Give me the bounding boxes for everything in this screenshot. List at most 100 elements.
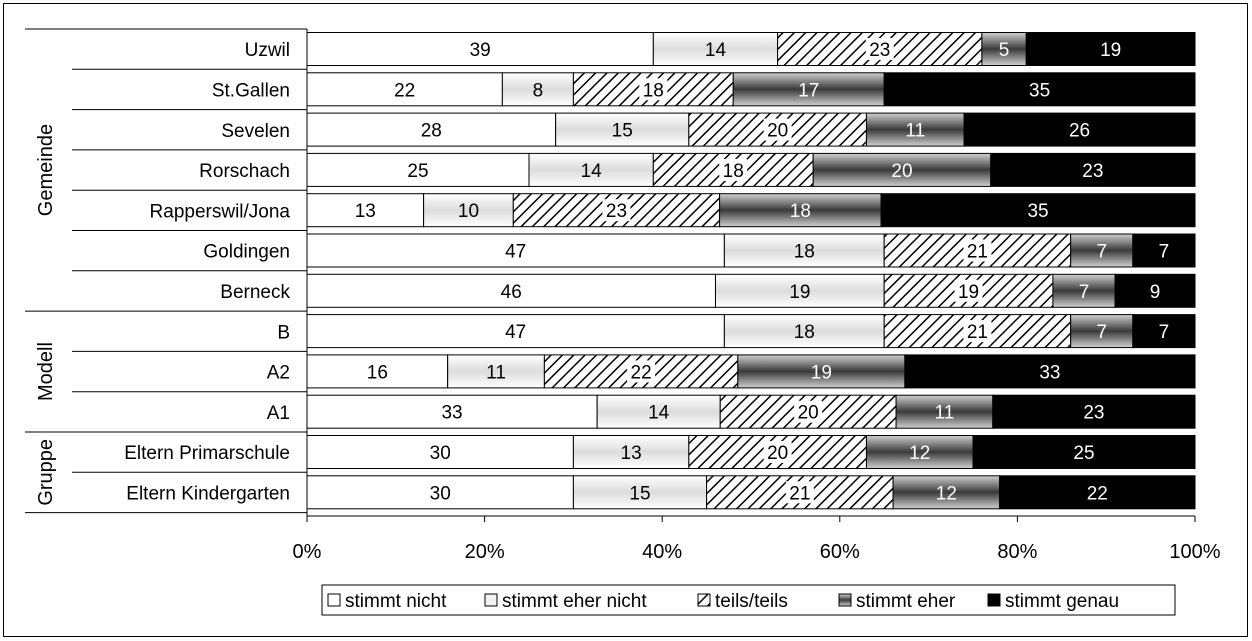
bar-berneck-stimmt-eher-nicht: [714, 273, 885, 308]
bar-rorschach-stimmt-eher: [812, 152, 992, 187]
bar-rapperswil-jona-stimmt-eher: [719, 193, 882, 228]
group-label-gruppe: Gruppe: [35, 439, 57, 506]
bar-uzwil-stimmt-genau: [1025, 32, 1196, 66]
data-label-st-gallen-stimmt-eher-nicht: 8: [533, 80, 544, 101]
data-label-uzwil-stimmt-eher: 5: [999, 40, 1010, 61]
data-label-bg: [627, 360, 656, 383]
data-label-rapperswil-jona-stimmt-eher: 18: [790, 201, 811, 222]
legend-label-stimmt-nicht: stimmt nicht: [345, 591, 447, 612]
data-label-eltern-primarschule-stimmt-eher: 12: [909, 443, 930, 464]
data-label-bg: [963, 239, 992, 262]
data-label-berneck-stimmt-eher: 7: [1079, 282, 1090, 303]
bar-a1-stimmt-genau: [992, 394, 1196, 429]
bar-rorschach-stimmt-eher-nicht: [528, 152, 654, 187]
data-label-st-gallen-stimmt-nicht: 22: [394, 80, 415, 101]
data-label-sevelen-stimmt-nicht: 28: [421, 121, 442, 142]
data-label-rapperswil-jona-stimmt-genau: 35: [1027, 201, 1048, 222]
bar-berneck-stimmt-genau: [1114, 273, 1196, 308]
data-label-goldingen-stimmt-eher: 7: [1096, 242, 1107, 263]
bar-st-gallen-stimmt-genau: [883, 72, 1196, 107]
category-label-a2: A2: [267, 363, 290, 384]
data-label-a1-stimmt-genau: 23: [1083, 403, 1104, 424]
legend-label-teils-teils: teils/teils: [715, 591, 788, 612]
data-label-st-gallen-stimmt-eher: 17: [798, 80, 819, 101]
data-label-a1-teils-teils: 20: [798, 403, 819, 424]
group-label-gemeinde: Gemeinde: [35, 124, 57, 216]
data-label-uzwil-stimmt-eher-nicht: 14: [705, 40, 727, 61]
bar-eltern-kindergarten-stimmt-eher-nicht: [572, 475, 708, 510]
data-label-eltern-primarschule-teils-teils: 20: [767, 443, 788, 464]
category-label-a1: A1: [267, 403, 290, 424]
data-label-bg: [785, 481, 814, 504]
bar-sevelen-stimmt-eher: [865, 112, 965, 147]
bar-b-stimmt-eher-nicht: [723, 314, 885, 349]
data-label-a2-stimmt-eher: 19: [811, 362, 832, 383]
legend-swatch-stimmt-genau: [987, 593, 1001, 607]
x-tick-label-20: 20%: [465, 541, 505, 563]
bar-eltern-primarschule-stimmt-nicht: [306, 435, 574, 469]
data-label-bg: [719, 158, 748, 181]
data-label-sevelen-teils-teils: 20: [767, 121, 788, 142]
data-label-bg: [865, 38, 894, 60]
bar-goldingen-stimmt-genau: [1132, 233, 1196, 268]
data-label-bg: [963, 320, 992, 343]
category-label-eltern-kindergarten: Eltern Kindergarten: [126, 483, 290, 504]
bar-eltern-primarschule-stimmt-eher: [865, 435, 974, 469]
data-label-eltern-kindergarten-stimmt-nicht: 30: [430, 483, 451, 504]
data-label-st-gallen-stimmt-genau: 35: [1029, 80, 1050, 101]
bar-uzwil-stimmt-eher-nicht: [652, 32, 779, 66]
x-tick-label-40: 40%: [642, 541, 682, 563]
category-label-uzwil: Uzwil: [245, 40, 290, 61]
data-label-sevelen-stimmt-genau: 26: [1069, 121, 1090, 142]
data-label-rorschach-stimmt-nicht: 25: [407, 161, 428, 182]
data-label-eltern-kindergarten-stimmt-genau: 22: [1087, 483, 1108, 504]
bar-b-stimmt-eher: [1070, 314, 1134, 349]
bar-a1-stimmt-eher: [895, 394, 994, 429]
data-label-rorschach-stimmt-genau: 23: [1082, 161, 1103, 182]
legend-label-stimmt-eher: stimmt eher: [856, 591, 956, 612]
data-label-rorschach-stimmt-eher-nicht: 14: [581, 161, 603, 182]
data-label-eltern-primarschule-stimmt-genau: 25: [1073, 443, 1094, 464]
chart-frame: [3, 3, 1248, 637]
category-label-berneck: Berneck: [220, 282, 290, 303]
data-label-goldingen-teils-teils: 21: [967, 242, 988, 263]
bar-eltern-primarschule-stimmt-eher-nicht: [572, 435, 690, 469]
data-label-bg: [763, 118, 792, 141]
data-label-goldingen-stimmt-genau: 7: [1159, 242, 1170, 263]
legend-box: [321, 584, 1176, 616]
bar-a1-stimmt-eher-nicht: [596, 394, 721, 429]
bar-st-gallen-stimmt-eher: [732, 72, 885, 107]
data-label-sevelen-stimmt-eher: 11: [905, 121, 925, 142]
bar-uzwil-stimmt-eher: [981, 32, 1027, 66]
data-label-rapperswil-jona-stimmt-eher-nicht: 10: [458, 201, 479, 222]
data-label-a1-stimmt-eher-nicht: 14: [648, 403, 670, 424]
bar-sevelen-stimmt-eher-nicht: [555, 112, 690, 147]
data-label-berneck-teils-teils: 19: [958, 282, 979, 303]
data-label-uzwil-stimmt-genau: 19: [1100, 40, 1121, 61]
data-label-a2-stimmt-eher-nicht: 11: [486, 362, 506, 383]
data-label-berneck-stimmt-eher-nicht: 19: [789, 282, 810, 303]
data-label-berneck-stimmt-genau: 9: [1150, 282, 1161, 303]
bar-berneck-stimmt-nicht: [306, 273, 716, 308]
legend-label-stimmt-eher-nicht: stimmt eher nicht: [502, 591, 647, 612]
axes: Uzwil St.Gallen Sevelen Rorschach Rapperswil…: [25, 28, 1221, 563]
data-label-goldingen-stimmt-eher-nicht: 18: [794, 242, 815, 263]
category-label-b: B: [277, 322, 290, 343]
bar-sevelen-stimmt-nicht: [306, 112, 557, 147]
data-label-rapperswil-jona-stimmt-nicht: 13: [355, 201, 376, 222]
legend-swatch-stimmt-eher-nicht: [484, 593, 498, 607]
data-label-st-gallen-teils-teils: 18: [643, 80, 664, 101]
bar-eltern-kindergarten-stimmt-genau: [999, 475, 1196, 510]
data-label-b-stimmt-eher-nicht: 18: [794, 322, 815, 343]
bar-rapperswil-jona-stimmt-eher-nicht: [423, 193, 514, 228]
data-label-eltern-primarschule-stimmt-eher-nicht: 13: [621, 443, 642, 464]
bar-eltern-kindergarten-stimmt-nicht: [306, 475, 574, 510]
data-label-eltern-kindergarten-teils-teils: 21: [789, 483, 810, 504]
data-label-eltern-primarschule-stimmt-nicht: 30: [430, 443, 451, 464]
data-label-bg: [794, 400, 823, 423]
data-label-a1-stimmt-eher: 11: [935, 403, 955, 424]
legend: stimmt nicht stimmt eher nicht teils/teils…: [321, 584, 1176, 616]
x-tick-label-80: 80%: [997, 541, 1037, 563]
